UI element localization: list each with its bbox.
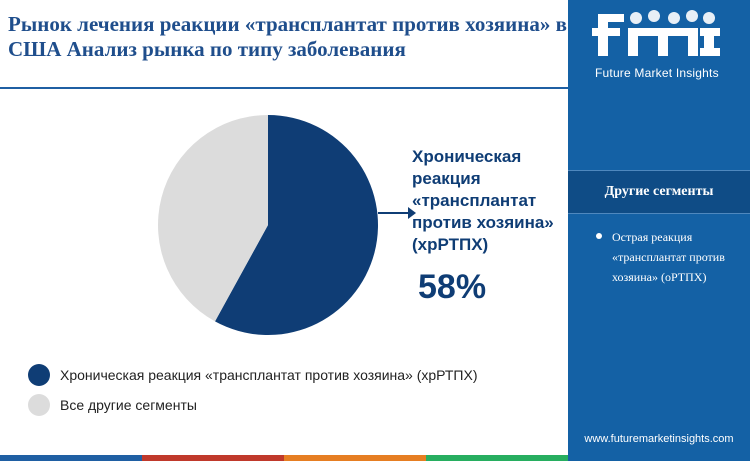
legend-label: Все другие сегменты xyxy=(60,397,197,413)
logo-subtitle: Future Market Insights xyxy=(595,66,719,80)
sidebar-item-acute: Острая реакция «трансплантат против хозя… xyxy=(612,230,725,284)
fmi-logo-mark xyxy=(592,10,720,56)
bar-segment-orange xyxy=(284,455,426,461)
bar-segment-red xyxy=(142,455,284,461)
bar-segment-blue xyxy=(0,455,142,461)
pie-chart xyxy=(157,115,400,335)
pie-slice-other xyxy=(157,115,268,322)
page-title: Рынок лечения реакции «трансплантат прот… xyxy=(8,12,567,61)
pie-slice-chronic xyxy=(215,115,378,335)
legend-swatch xyxy=(28,394,50,416)
title-divider xyxy=(0,87,568,89)
sidebar: Future Market Insights Другие сегменты О… xyxy=(568,0,750,461)
fmi-logo: Future Market Insights xyxy=(568,0,750,90)
bottom-color-bar xyxy=(0,455,568,461)
callout-label: Хроническая реакция «трансплантат против… xyxy=(412,147,554,254)
bar-segment-green xyxy=(426,455,568,461)
sidebar-heading-box: Другие сегменты xyxy=(568,170,750,214)
sidebar-heading: Другие сегменты xyxy=(604,184,714,199)
callout-value: 58% xyxy=(418,268,487,306)
website-url: www.futuremarketinsights.com xyxy=(584,433,734,445)
bullet-icon xyxy=(596,233,602,239)
callout-arrow xyxy=(398,207,416,219)
legend-label: Хроническая реакция «трансплантат против… xyxy=(60,367,478,383)
legend-swatch xyxy=(28,364,50,386)
